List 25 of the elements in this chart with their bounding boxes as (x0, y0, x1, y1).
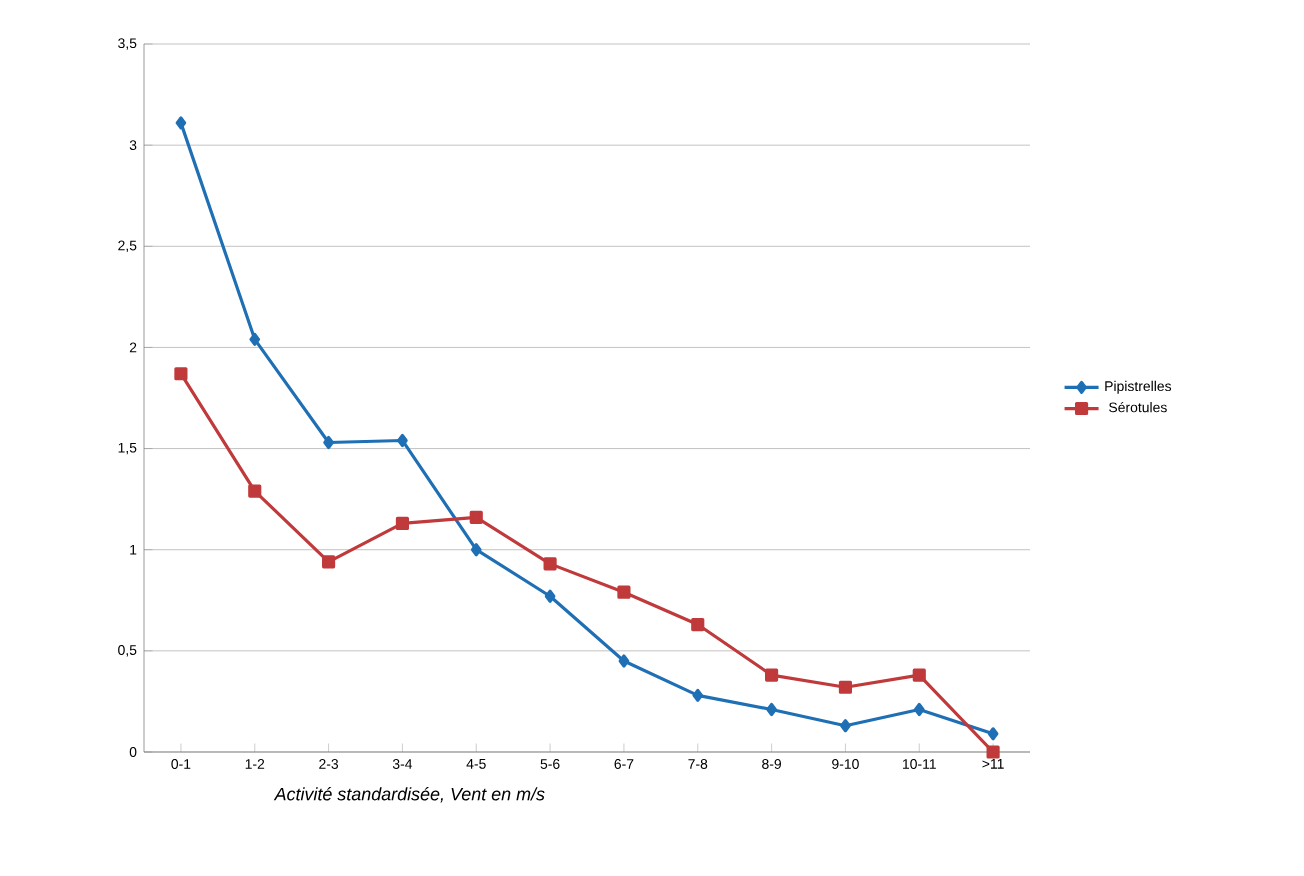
point (322, 555, 336, 569)
point (469, 510, 483, 524)
point (323, 435, 334, 450)
point (543, 557, 557, 571)
point (470, 543, 482, 557)
point (913, 702, 925, 717)
point (395, 516, 410, 530)
point (986, 745, 1000, 759)
point (544, 589, 556, 603)
x-axis-title: Activité standardisée, Vent en m/s (273, 787, 545, 803)
point (618, 654, 630, 668)
point (617, 585, 631, 599)
point (838, 680, 853, 694)
point (691, 617, 705, 632)
point (840, 719, 851, 733)
point (987, 727, 999, 741)
point (248, 484, 262, 498)
point (766, 702, 777, 717)
point (397, 433, 408, 448)
point (175, 116, 187, 130)
point (174, 367, 188, 381)
point (692, 688, 704, 702)
point (765, 668, 779, 682)
point (912, 668, 926, 682)
point (249, 332, 261, 346)
